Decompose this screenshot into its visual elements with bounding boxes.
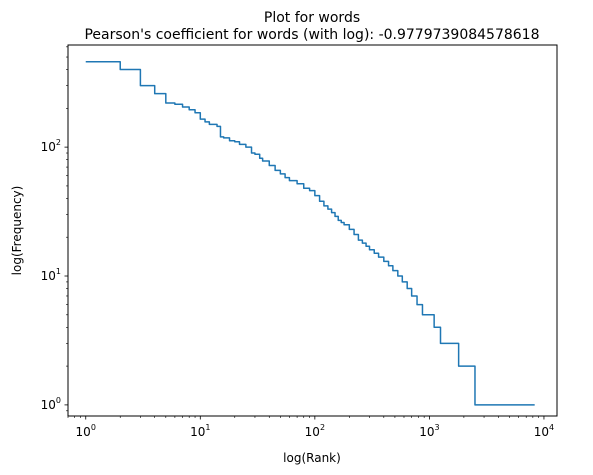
y-axis: 100 101 102	[41, 46, 68, 412]
chart-subtitle: Pearson's coefficient for words (with lo…	[84, 27, 539, 43]
x-axis-label: log(Rank)	[283, 451, 341, 465]
x-tick-label-1: 101	[190, 423, 210, 439]
x-axis: 100 101 102 103 104	[67, 416, 554, 439]
plot-area	[85, 60, 535, 406]
chart-title: Plot for words	[264, 10, 360, 26]
y-tick-label-0: 100	[41, 396, 61, 412]
y-tick-label-1: 101	[41, 267, 61, 283]
series-line-0	[85, 60, 535, 406]
x-tick-label-2: 102	[305, 423, 325, 439]
y-axis-label: log(Frequency)	[10, 186, 24, 276]
x-tick-label-4: 104	[534, 423, 554, 439]
x-tick-label-3: 103	[419, 423, 439, 439]
plot-frame	[67, 44, 558, 417]
x-tick-label-0: 100	[76, 423, 96, 439]
y-tick-label-2: 102	[41, 138, 61, 154]
